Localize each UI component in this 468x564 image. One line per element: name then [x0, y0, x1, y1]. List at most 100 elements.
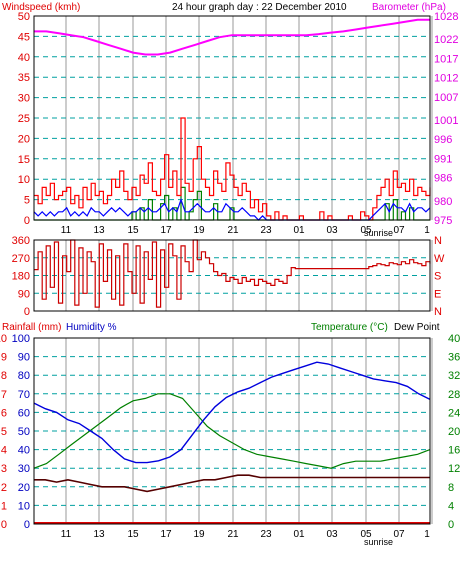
x-tick-label: 13	[93, 529, 105, 540]
wind-panel-frame	[33, 15, 431, 221]
temperature-tick-label: 28	[448, 389, 460, 401]
dewpoint-line	[34, 474, 430, 493]
wind-tick-label: 30	[18, 93, 30, 105]
humidity-line	[33, 361, 431, 464]
wind-tick-label: 50	[18, 11, 30, 23]
rainfall-tick-label: 2	[1, 482, 7, 494]
wind-tick-label: 5	[24, 195, 30, 207]
rainfall-tick-label: 0	[1, 519, 7, 531]
barometer-tick-label: 996	[434, 134, 452, 146]
x-tick-label: 15	[127, 529, 139, 540]
x-tick-label: 11	[61, 225, 72, 236]
direction-panel-series	[34, 239, 431, 308]
x-tick-label: 1	[424, 225, 430, 236]
temperature-tick-label: 32	[448, 370, 460, 382]
wind-panel-grid	[34, 16, 433, 220]
temperature-tick-label: 12	[448, 463, 460, 475]
barometer-tick-label: 986	[434, 173, 452, 185]
temperature-axis-title: Temperature (°C)	[311, 322, 388, 333]
compass-tick-label: W	[434, 253, 445, 265]
humidity-tick-label: 60	[18, 407, 30, 419]
direction-tick-label: 270	[12, 253, 30, 265]
humidity-tick-label: 50	[18, 426, 30, 438]
compass-tick-label: N	[434, 306, 442, 318]
sunrise-label-bottom: sunrise	[364, 537, 393, 547]
x-tick-label: 01	[293, 225, 305, 236]
humidity-panel-frame	[33, 337, 431, 525]
barometer-tick-label: 1028	[434, 11, 458, 23]
barometer-tick-label: 980	[434, 196, 452, 208]
humidity-panel-grid	[34, 338, 433, 524]
temperature-tick-label: 8	[448, 482, 454, 494]
temperature-tick-label: 20	[448, 426, 460, 438]
wind-direction-line	[34, 239, 431, 308]
barometer-axis-title: Barometer (hPa)	[372, 2, 446, 13]
direction-panel-grid	[34, 240, 433, 311]
rainfall-axis-title: Rainfall (mm)	[2, 322, 61, 333]
wind-tick-label: 15	[18, 154, 30, 166]
temperature-tick-label: 40	[448, 333, 460, 345]
x-tick-label: 17	[160, 529, 172, 540]
compass-tick-label: S	[434, 271, 441, 283]
wind-average-line	[33, 197, 431, 221]
humidity-tick-label: 40	[18, 445, 30, 457]
humidity-panel-tick-labels: 0123456789100102030405060708090100048121…	[0, 333, 460, 540]
humidity-tick-label: 100	[12, 333, 30, 345]
humidity-tick-label: 0	[24, 519, 30, 531]
compass-tick-label: N	[434, 235, 442, 247]
humidity-tick-label: 80	[18, 370, 30, 382]
wind-gust-line	[34, 117, 431, 221]
rainfall-tick-label: 4	[1, 445, 7, 457]
x-tick-label: 03	[326, 225, 338, 236]
wind-tick-label: 0	[24, 215, 30, 227]
temperature-tick-label: 4	[448, 500, 454, 512]
rainfall-tick-label: 10	[0, 333, 7, 345]
rainfall-tick-label: 6	[1, 407, 7, 419]
humidity-tick-label: 10	[18, 500, 30, 512]
wind-tick-label: 40	[18, 52, 30, 64]
x-tick-label: 21	[227, 225, 239, 236]
rainfall-tick-label: 5	[1, 426, 7, 438]
rainfall-tick-label: 3	[1, 463, 7, 475]
x-tick-label: 15	[127, 225, 139, 236]
x-tick-label: 07	[393, 225, 405, 236]
wind-tick-label: 25	[18, 113, 30, 125]
barometer-tick-label: 1017	[434, 53, 458, 65]
x-tick-label: 19	[193, 225, 205, 236]
barometer-tick-label: 975	[434, 215, 452, 227]
direction-tick-label: 180	[12, 271, 30, 283]
wind-tick-label: 45	[18, 31, 30, 43]
rainfall-tick-label: 1	[1, 500, 7, 512]
rainfall-tick-label: 8	[1, 370, 7, 382]
x-tick-label: 17	[160, 225, 172, 236]
humidity-tick-label: 20	[18, 482, 30, 494]
humidity-axis-title: Humidity %	[66, 322, 117, 333]
sunrise-label-top: sunrise	[364, 228, 393, 238]
wind-low-line	[34, 186, 430, 221]
x-tick-label: 01	[293, 529, 305, 540]
humidity-panel-series	[33, 361, 431, 524]
direction-tick-label: 90	[18, 288, 30, 300]
wind-tick-label: 35	[18, 72, 30, 84]
humidity-tick-label: 90	[18, 352, 30, 364]
barometer-tick-label: 1022	[434, 34, 458, 46]
direction-panel-frame	[33, 239, 431, 312]
temperature-tick-label: 0	[448, 519, 454, 531]
x-tick-label: 19	[193, 529, 205, 540]
barometer-tick-label: 1012	[434, 73, 458, 85]
wind-panel-tick-labels: 0510152025303540455097598098699199610011…	[18, 11, 459, 236]
barometer-tick-label: 1007	[434, 92, 458, 104]
wind-tick-label: 20	[18, 133, 30, 145]
humidity-tick-label: 30	[18, 463, 30, 475]
barometer-line	[34, 18, 430, 56]
x-tick-label: 13	[93, 225, 105, 236]
humidity-tick-label: 70	[18, 389, 30, 401]
temperature-tick-label: 16	[448, 445, 460, 457]
x-tick-label: 23	[260, 225, 272, 236]
rainfall-tick-label: 7	[1, 389, 7, 401]
wind-tick-label: 10	[18, 174, 30, 186]
x-tick-label: 03	[326, 529, 338, 540]
